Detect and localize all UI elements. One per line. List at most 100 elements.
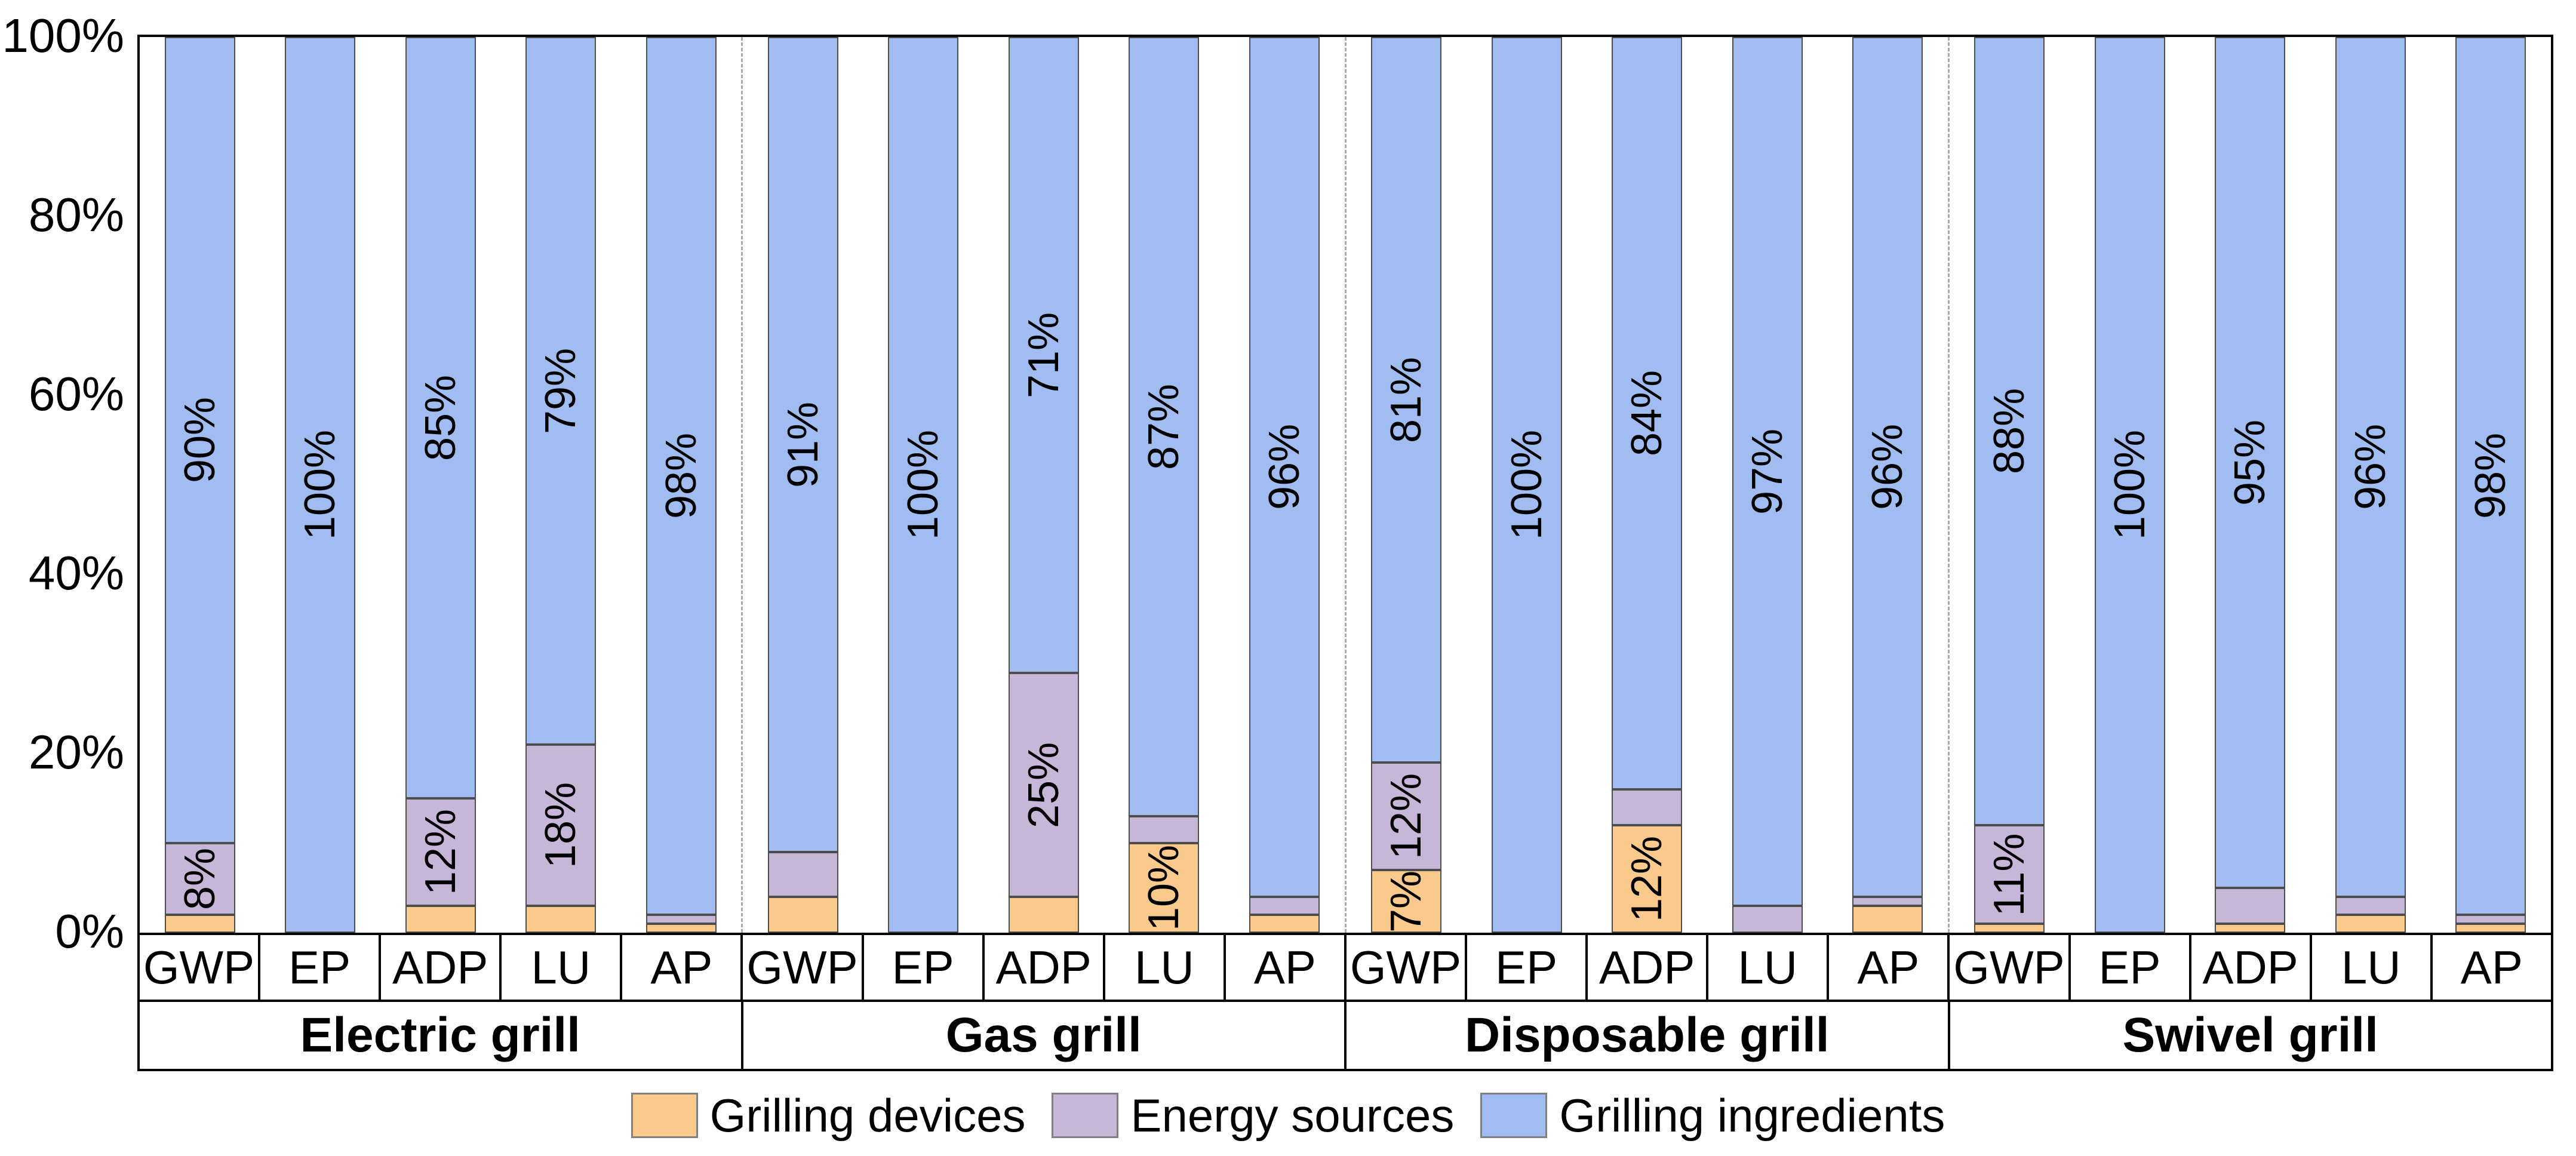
legend-item: Energy sources <box>1052 1092 1454 1139</box>
legend-label: Energy sources <box>1130 1089 1455 1142</box>
segment-value-label: 96% <box>2346 423 2394 511</box>
segment-value-label: 18% <box>537 782 585 869</box>
y-tick-label: 60% <box>28 367 124 420</box>
segment-value-label: 91% <box>779 401 827 488</box>
bar-segment <box>405 906 476 933</box>
bar-segment <box>1008 897 1079 933</box>
segment-value-label: 71% <box>1019 312 1068 398</box>
category-label: ADP <box>2191 935 2312 1000</box>
category-label: EP <box>260 935 382 1000</box>
bar-slot: 96% <box>2310 37 2430 933</box>
bar-group: 8% 90% 100% 12% 85% 18% 79% 98% <box>140 37 741 933</box>
bar-segment <box>1852 906 1923 933</box>
category-axis: GWP EP ADP LU AP GWP EP ADP LU AP GWP EP ADP LU AP GWP E… <box>137 935 2553 1002</box>
category-label: AP <box>622 935 743 1000</box>
stacked-bar: 91% <box>767 37 838 933</box>
bar-segment: 91% <box>767 37 838 852</box>
legend-label: Grilling devices <box>709 1089 1026 1142</box>
bar-segment <box>767 852 838 897</box>
y-tick-label: 0% <box>55 905 124 958</box>
stacked-bar: 96% <box>2335 37 2406 933</box>
stacked-bar: 8% 90% <box>164 37 235 933</box>
segment-value-label: 81% <box>1382 356 1431 443</box>
category-label: ADP <box>381 935 502 1000</box>
stacked-bar: 18% 79% <box>525 37 597 933</box>
category-label: LU <box>2312 935 2433 1000</box>
category-label: AP <box>2460 940 2523 994</box>
bar-slot: 18% 79% <box>500 37 620 933</box>
bar-segment <box>1732 906 1803 933</box>
category-label: EP <box>2071 935 2191 1000</box>
stacked-bar: 12% 85% <box>405 37 476 933</box>
segment-value-label: 12% <box>416 808 465 896</box>
stacked-bar: 95% <box>2215 37 2286 933</box>
bar-segment <box>164 915 235 933</box>
bar-slot: 8% 90% <box>140 37 260 933</box>
segment-value-label: 12% <box>1623 835 1671 923</box>
bar-slot: 95% <box>2190 37 2310 933</box>
bar-segment <box>1974 924 2045 933</box>
bar-segment: 8% <box>164 843 235 915</box>
bar-segment <box>525 906 597 933</box>
legend: Grilling devices Energy sources Grilling i… <box>0 1086 2576 1145</box>
y-tick-label: 80% <box>28 188 124 241</box>
category-label: LU <box>502 935 623 1000</box>
segment-value-label: 96% <box>1864 423 1912 511</box>
segment-value-label: 25% <box>1019 742 1068 828</box>
legend-item: Grilling devices <box>631 1089 1026 1142</box>
bar-slot: 96% <box>1827 37 1947 933</box>
category-label: LU <box>1708 935 1830 1000</box>
group-axis: Electric grill Gas grill Disposable grill S… <box>137 1002 2553 1071</box>
segment-value-label: 98% <box>657 432 705 519</box>
bar-slot: 100% <box>1467 37 1587 933</box>
bar-segment: 100% <box>1491 37 1562 933</box>
category-label: EP <box>864 935 985 1000</box>
segment-value-label: 95% <box>2226 419 2274 506</box>
bar-segment: 81% <box>1371 37 1442 763</box>
legend-item: Grilling ingredients <box>1480 1092 1945 1139</box>
segment-value-label: 88% <box>1985 388 2034 475</box>
bar-segment: 95% <box>2215 37 2286 888</box>
legend-swatch <box>631 1093 698 1138</box>
bar-segment <box>645 924 717 933</box>
segment-value-label: 100% <box>2105 429 2154 540</box>
category-label: LU <box>1105 935 1226 1000</box>
bar-segment: 100% <box>2094 37 2165 933</box>
bar-slot: 12% 84% <box>1587 37 1707 933</box>
y-tick-label: 20% <box>28 725 124 779</box>
stacked-bar: 98% <box>645 37 717 933</box>
category-label: GWP <box>140 935 261 1000</box>
stacked-bar: 25% 71% <box>1008 37 1079 933</box>
legend-swatch <box>1480 1093 1548 1138</box>
bar-slot: 91% <box>743 37 863 933</box>
bar-slot: 25% 71% <box>983 37 1103 933</box>
bar-slot: 100% <box>2070 37 2190 933</box>
segment-value-label: 96% <box>1260 423 1308 511</box>
group-label: Disposable grill <box>1347 1002 1950 1069</box>
segment-value-label: 87% <box>1140 383 1188 470</box>
bar-segment <box>1612 789 1683 825</box>
segment-value-label: 100% <box>296 429 345 540</box>
segment-value-label: 79% <box>537 348 585 434</box>
category-label: ADP <box>1588 935 1709 1000</box>
category-label: GWP <box>1950 935 2071 1000</box>
stacked-bar: 97% <box>1732 37 1803 933</box>
group-label: Electric grill <box>140 1002 743 1069</box>
bar-segment <box>767 897 838 933</box>
bar-slot: 11% 88% <box>1950 37 2070 933</box>
bar-segment <box>645 915 717 924</box>
legend-label: Grilling ingredients <box>1559 1089 1945 1142</box>
bar-slot: 7% 12% 81% <box>1347 37 1467 933</box>
segment-value-label: 12% <box>1382 773 1431 860</box>
category-label: ADP <box>985 935 1105 1000</box>
bar-segment: 85% <box>405 37 476 798</box>
bar-segment: 100% <box>888 37 959 933</box>
bar-segment <box>1249 897 1320 915</box>
stacked-bar: 100% <box>888 37 959 933</box>
segment-value-label: 98% <box>2467 432 2515 519</box>
bar-slot: 10% 87% <box>1104 37 1224 933</box>
segment-value-label: 85% <box>416 374 465 461</box>
category-label: GWP <box>743 935 864 1000</box>
segment-value-label: 100% <box>1502 429 1551 540</box>
